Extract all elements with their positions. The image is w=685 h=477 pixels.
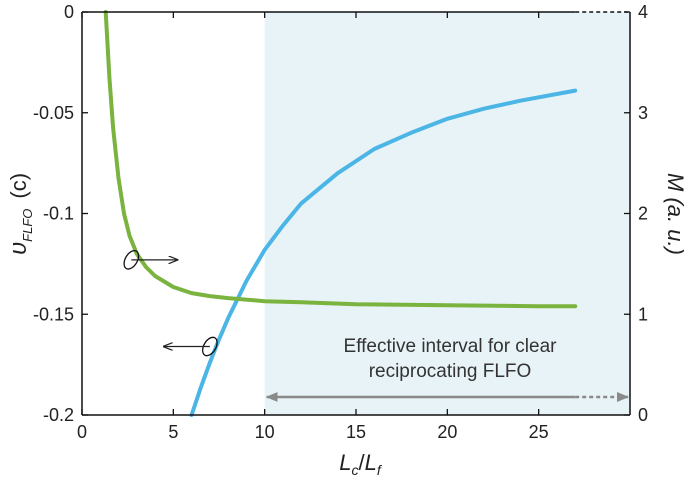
y-right-tick-label: 0 [638, 405, 648, 425]
y-left-tick-label: -0.1 [43, 204, 74, 224]
x-axis-label: Lc/Lf [339, 450, 383, 477]
axis-marker-ellipse-right [123, 250, 140, 270]
x-tick-label: 0 [77, 422, 87, 442]
x-tick-label: 20 [437, 422, 457, 442]
series-line-right-axis [103, 10, 578, 309]
y-left-axis-label: υFLFO(c) [5, 173, 35, 255]
y-left-tick-label: -0.2 [43, 405, 74, 425]
effective-interval-shading [264, 12, 630, 415]
y-right-axis-label: M (a. u.) [663, 173, 685, 255]
y-right-tick-label: 3 [638, 103, 648, 123]
axis-marker-layer [123, 250, 629, 402]
y-left-tick-label: -0.05 [33, 103, 74, 123]
y-right-tick-label: 4 [638, 2, 648, 22]
x-tick-label: 15 [346, 422, 366, 442]
annotation-line-1: Effective interval for clear [344, 336, 558, 357]
y-right-tick-label: 1 [638, 304, 648, 324]
y-right-tick-label: 2 [638, 204, 648, 224]
x-tick-label: 10 [255, 422, 275, 442]
annotation-line-2: reciprocating FLFO [369, 361, 532, 382]
y-left-tick-label: 0 [64, 2, 74, 22]
x-tick-label: 25 [529, 422, 549, 442]
axis-marker-ellipse-left [202, 336, 218, 357]
plot-background [264, 12, 630, 415]
y-left-tick-label: -0.15 [33, 304, 74, 324]
x-tick-label: 5 [168, 422, 178, 442]
